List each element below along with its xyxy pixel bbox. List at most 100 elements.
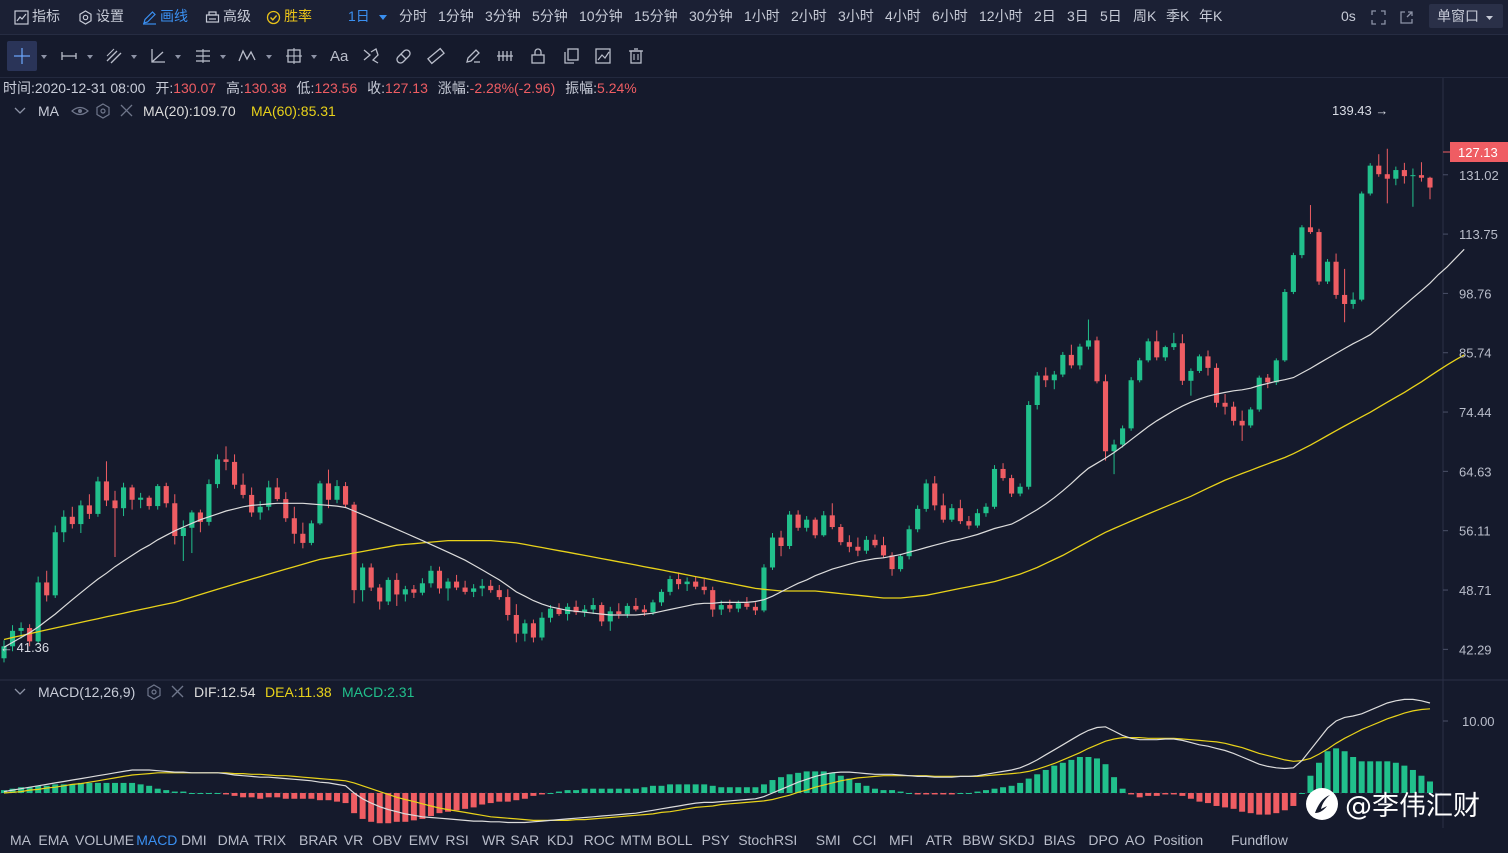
indicator-tab-stochrsi[interactable]: StochRSI xyxy=(738,832,798,848)
indicator-tab-vr[interactable]: VR xyxy=(343,832,364,848)
gear-icon[interactable] xyxy=(96,103,110,119)
horizontal-ray-tool[interactable] xyxy=(53,35,85,77)
period-tab[interactable]: 3分钟 xyxy=(485,8,521,24)
popout-button[interactable] xyxy=(1399,0,1414,34)
trend-channel-tool[interactable] xyxy=(98,35,130,77)
fullscreen-button[interactable] xyxy=(1371,0,1386,34)
hide-drawings-tool[interactable] xyxy=(587,35,619,77)
period-tab[interactable]: 2日 xyxy=(1034,8,1056,24)
shape-tool[interactable] xyxy=(278,35,310,77)
indicator-tab-dma[interactable]: DMA xyxy=(217,832,249,848)
period-tab[interactable]: 2小时 xyxy=(791,8,827,24)
close-icon[interactable] xyxy=(171,685,184,698)
indicator-tab-bias[interactable]: BIAS xyxy=(1043,832,1076,848)
gear-icon[interactable] xyxy=(147,684,161,700)
indicator-tab-bbw[interactable]: BBW xyxy=(962,832,995,848)
period-tab[interactable]: 30分钟 xyxy=(689,8,733,24)
indicator-tab-mtm[interactable]: MTM xyxy=(620,832,653,848)
chart-frame-icon xyxy=(595,48,611,64)
indicator-tab-boll[interactable]: BOLL xyxy=(656,832,693,848)
indicator-tab-cci[interactable]: CCI xyxy=(852,832,877,848)
indicator-tab-rsi[interactable]: RSI xyxy=(445,832,469,848)
indicator-tab-wr[interactable]: WR xyxy=(482,832,506,848)
period-tab[interactable]: 1分钟 xyxy=(438,8,474,24)
candle-body xyxy=(1162,347,1168,358)
indicator-tab-ao[interactable]: AO xyxy=(1125,832,1146,848)
fibonacci-tool[interactable] xyxy=(187,35,219,77)
period-tab[interactable]: 年K xyxy=(1199,8,1223,24)
period-tab[interactable]: 周K xyxy=(1133,8,1157,24)
indicator-tab-roc[interactable]: ROC xyxy=(583,832,615,848)
period-tab[interactable]: 3日 xyxy=(1067,8,1089,24)
indicator-tab-position[interactable]: Position xyxy=(1153,832,1204,848)
macd-bar xyxy=(325,793,332,801)
period-selector[interactable]: 1日 xyxy=(348,0,388,34)
collapse-chevron-icon[interactable] xyxy=(14,688,26,695)
indicator-tab-mfi[interactable]: MFI xyxy=(889,832,914,848)
advanced-button[interactable]: 高级 xyxy=(205,0,251,34)
indicator-tab-psy[interactable]: PSY xyxy=(701,832,730,848)
indicator-tab-atr[interactable]: ATR xyxy=(925,832,953,848)
range-tool[interactable] xyxy=(489,35,521,77)
magnet-tool[interactable] xyxy=(387,35,419,77)
indicators-button[interactable]: 指标 xyxy=(14,0,60,34)
wave-tool[interactable] xyxy=(232,35,264,77)
parallel-lines-icon xyxy=(106,48,122,64)
period-tab[interactable]: 分时 xyxy=(399,8,427,24)
pattern-tool[interactable] xyxy=(355,35,387,77)
period-tab[interactable]: 季K xyxy=(1166,8,1190,24)
macd-bar xyxy=(538,793,545,795)
angle-tool[interactable] xyxy=(142,35,174,77)
draw-button[interactable]: 画线 xyxy=(142,0,188,34)
indicator-tab-dmi[interactable]: DMI xyxy=(181,832,207,848)
window-mode-select[interactable]: 单窗口 xyxy=(1429,4,1503,28)
period-tab[interactable]: 1小时 xyxy=(744,8,780,24)
ruler-tool[interactable] xyxy=(420,35,452,77)
macd-bar xyxy=(1427,781,1433,793)
eye-icon[interactable] xyxy=(71,106,89,116)
indicator-tab-emv[interactable]: EMV xyxy=(408,832,440,848)
indicator-tab-fundflow[interactable]: Fundflow xyxy=(1231,832,1288,848)
indicator-tab-obv[interactable]: OBV xyxy=(372,832,402,848)
text-tool[interactable]: Aa xyxy=(324,35,356,77)
indicator-tab-ema[interactable]: EMA xyxy=(38,832,69,848)
brush-tool[interactable] xyxy=(457,35,489,77)
indicator-tab-volume[interactable]: VOLUME xyxy=(75,832,135,848)
indicator-tab-sar[interactable]: SAR xyxy=(510,832,540,848)
period-tab[interactable]: 10分钟 xyxy=(579,8,623,24)
close-icon[interactable] xyxy=(120,104,133,117)
delete-drawings-tool[interactable] xyxy=(620,35,652,77)
indicator-tab-macd[interactable]: MACD xyxy=(136,832,178,848)
period-tab[interactable]: 12小时 xyxy=(979,8,1023,24)
candle-body xyxy=(69,516,75,525)
macd-bar xyxy=(171,791,178,793)
period-tab[interactable]: 15分钟 xyxy=(634,8,678,24)
lock-tool[interactable] xyxy=(522,35,554,77)
indicator-tab-kdj[interactable]: KDJ xyxy=(547,832,574,848)
active-period: 1日 xyxy=(348,8,370,24)
kline-chart[interactable]: 时间:2020-12-31 08:00 开:130.07 高:130.38 低:… xyxy=(0,78,1508,828)
period-tab[interactable]: 4小时 xyxy=(885,8,921,24)
period-tab[interactable]: 5日 xyxy=(1100,8,1122,24)
indicator-tab-brar[interactable]: BRAR xyxy=(299,832,338,848)
winrate-button[interactable]: 胜率 xyxy=(266,0,312,34)
period-tab[interactable]: 5分钟 xyxy=(532,8,568,24)
period-tab[interactable]: 3小时 xyxy=(838,8,874,24)
collapse-chevron-icon[interactable] xyxy=(14,107,26,114)
settings-button[interactable]: 设置 xyxy=(78,0,124,34)
macd-bar xyxy=(94,782,101,793)
copy-tool[interactable] xyxy=(555,35,587,77)
candle-body xyxy=(9,630,16,647)
macd-bar xyxy=(982,790,989,793)
indicator-tab-dpo[interactable]: DPO xyxy=(1088,832,1119,848)
crosshair-tool[interactable] xyxy=(7,41,37,71)
indicator-tab-smi[interactable]: SMI xyxy=(815,832,841,848)
indicator-tab-ma[interactable]: MA xyxy=(10,832,31,848)
period-tab[interactable]: 6小时 xyxy=(932,8,968,24)
macd-tick-label: 10.00 xyxy=(1462,714,1495,729)
candle-body xyxy=(1316,232,1322,282)
candle-body xyxy=(752,606,758,611)
candle-body xyxy=(974,513,980,526)
indicator-tab-trix[interactable]: TRIX xyxy=(254,832,287,848)
indicator-tab-skdj[interactable]: SKDJ xyxy=(998,832,1035,848)
